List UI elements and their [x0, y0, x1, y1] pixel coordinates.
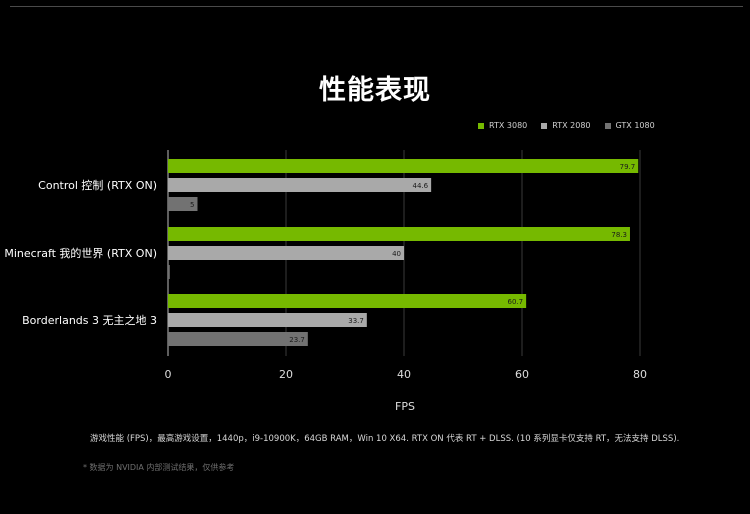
legend-label-rtx2080: RTX 2080	[552, 121, 591, 130]
x-tick-label: 0	[165, 368, 172, 381]
legend-label-gtx1080: GTX 1080	[615, 121, 655, 130]
bar-value-label: 79.7	[620, 163, 636, 171]
top-divider	[10, 6, 743, 7]
category-label: Control 控制 (RTX ON)	[38, 178, 157, 192]
legend-item-gtx1080: GTX 1080	[604, 121, 655, 130]
legend-swatch-rtx2080	[541, 122, 548, 129]
disclaimer: * 数据为 NVIDIA 内部测试结果，仅供参考	[83, 463, 235, 472]
legend-item-rtx2080: RTX 2080	[541, 121, 591, 130]
x-tick-label: 20	[279, 368, 293, 381]
legend-label-rtx3080: RTX 3080	[489, 121, 528, 130]
bar	[168, 159, 639, 173]
bar	[168, 227, 630, 241]
bar	[168, 332, 308, 346]
x-tick-label: 40	[397, 368, 411, 381]
bar	[168, 265, 170, 279]
x-tick-label: 80	[633, 368, 647, 381]
x-axis-title: FPS	[395, 400, 415, 413]
bar-value-label: 78.3	[611, 231, 627, 239]
bar	[168, 197, 198, 211]
bar-value-label: 60.7	[508, 298, 524, 306]
bar-value-label: 33.7	[348, 317, 364, 325]
footnote: 游戏性能 (FPS)，最高游戏设置，1440p，i9-10900K，64GB R…	[90, 434, 680, 444]
legend-swatch-gtx1080	[604, 122, 611, 129]
bar-value-label: 40	[392, 250, 401, 258]
x-tick-label: 60	[515, 368, 529, 381]
legend-swatch-rtx3080	[478, 122, 484, 129]
legend: RTX 3080 RTX 2080 GTX 1080	[478, 121, 655, 130]
bar	[168, 178, 432, 192]
chart-title: 性能表现	[319, 75, 431, 106]
bar	[168, 294, 527, 308]
bar-value-label: 44.6	[413, 182, 429, 190]
legend-item-rtx3080: RTX 3080	[478, 121, 527, 130]
bar	[168, 246, 404, 260]
category-label: Borderlands 3 无主之地 3	[22, 313, 157, 327]
bar	[168, 313, 367, 327]
bar-value-label: 23.7	[289, 336, 305, 344]
category-label: Minecraft 我的世界 (RTX ON)	[4, 246, 157, 260]
bar-value-label: 5	[190, 201, 194, 209]
